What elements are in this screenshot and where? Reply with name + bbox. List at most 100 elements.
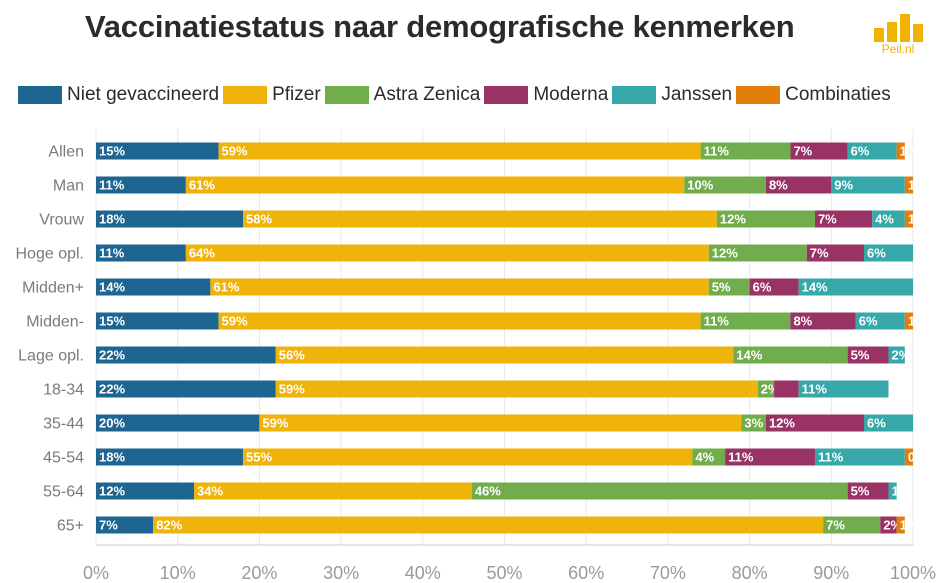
bar-segment [749,278,799,296]
data-label: 18% [99,212,125,227]
data-label: 55% [246,450,272,465]
category-label: Allen [48,144,84,161]
legend-item[interactable]: Janssen [612,84,732,106]
data-label: 82% [156,518,182,533]
x-tick-label: 70% [650,563,686,583]
bar-segment [96,448,244,466]
data-label: 22% [99,382,125,397]
bar-segment [831,176,905,194]
data-label: 20% [99,416,125,431]
data-label: 22% [99,348,125,363]
bar-segment [700,142,791,160]
bar-segment [757,380,775,398]
bar-segment [847,482,889,500]
legend-swatch [18,86,62,104]
legend-swatch [324,86,369,104]
x-tick-label: 10% [160,563,196,583]
data-label: 5% [851,484,870,499]
bar-segment [814,210,873,228]
data-label: 11% [99,246,125,261]
data-label: 1% [891,484,910,499]
bar-segment [847,142,897,160]
bar-segment [96,244,186,262]
data-label: 34% [197,484,223,499]
bar-segment [888,346,905,364]
x-tick-label: 20% [241,563,277,583]
data-label: 6% [753,280,772,295]
bar-segment [790,312,856,330]
legend-swatch [484,86,529,104]
data-label: 11% [818,450,844,465]
data-label: 1% [900,518,919,533]
bar-segment [96,482,195,500]
data-label: 7% [810,246,829,261]
data-label: 1% [908,178,927,193]
data-label: 7% [793,144,812,159]
bar-segment [243,210,717,228]
chart-title: Vaccinatiestatus naar demografische kenm… [85,9,795,44]
bar-segment [210,278,709,296]
bar-segment [888,482,897,500]
legend-label: Astra Zenica [373,84,481,105]
data-label: 4% [875,212,894,227]
bar-segment [185,244,709,262]
data-label: 6% [851,144,870,159]
legend-item[interactable]: Astra Zenica [324,84,481,106]
legend-item[interactable]: Moderna [484,84,608,106]
bar-segment [872,210,905,228]
bar-segment [765,414,864,432]
category-label: 45-54 [43,450,84,467]
bar-segment [733,346,848,364]
data-label: 3% [744,416,763,431]
data-label: 6% [859,314,878,329]
bar-segment [904,312,913,330]
category-label: Midden+ [22,280,84,297]
data-label: 7% [99,518,118,533]
x-tick-label: 30% [323,563,359,583]
legend-label: Moderna [533,84,609,105]
bar-segment [725,448,815,466]
bar-segment [96,278,211,296]
bar-segment [847,346,889,364]
legend-swatch [612,86,657,104]
bar-segment [96,414,260,432]
bar-segment [692,448,726,466]
legend-item[interactable]: Pfizer [223,84,321,106]
data-label: 15% [99,314,125,329]
bar-segment [684,176,766,194]
x-tick-label: 100% [890,563,936,583]
bar-segment [275,380,758,398]
data-label: 58% [246,212,272,227]
data-label: 11% [728,450,754,465]
data-label: 1% [908,212,927,227]
bar-segment [243,448,693,466]
bar-segment [96,176,186,194]
bar-segment [790,142,848,160]
data-label: 14% [802,280,828,295]
data-label: 46% [475,484,501,499]
bar-segment [259,414,742,432]
bar-segment [806,244,864,262]
legend-swatch [736,86,781,104]
bar-segment [896,516,905,534]
bar-segment [716,210,815,228]
bar-segment [814,448,905,466]
data-label: 7% [826,518,845,533]
category-label: Man [53,178,84,195]
data-label: 4% [695,450,714,465]
data-label: 12% [712,246,738,261]
bar-segment [96,312,219,330]
data-label: 15% [99,144,125,159]
peil-logo: Peil.nl [868,14,928,60]
category-label: 35-44 [43,416,84,433]
legend-label: Combinaties [785,84,891,105]
stacked-bar-chart: Allen 15% 59% 11% 7% 6% 1% Man 11% 61% 10% 8% 9% 1% Vr… [16,129,936,583]
legend-item[interactable]: Combinaties [736,84,891,106]
data-label: 1% [900,144,919,159]
bar-segment [880,516,897,534]
category-label: 18-34 [43,382,84,399]
data-label: 59% [279,382,305,397]
legend-label: Janssen [661,84,733,105]
data-label: 10% [687,178,713,193]
legend-item[interactable]: Niet gevaccineerd [18,84,219,106]
